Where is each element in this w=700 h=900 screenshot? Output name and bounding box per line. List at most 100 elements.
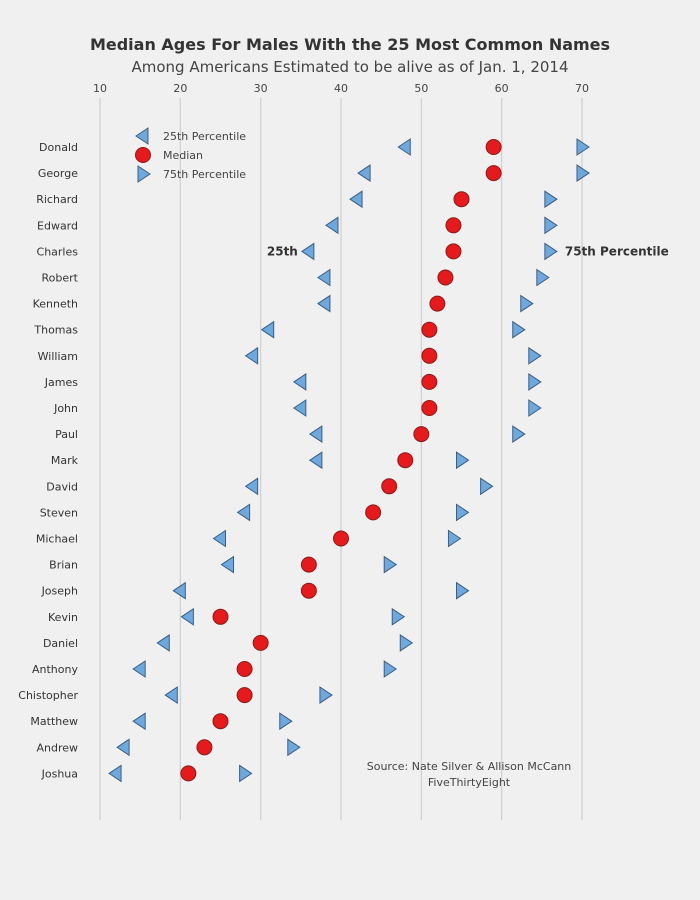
p75-marker-paul	[512, 425, 526, 444]
p25-marker-andrew	[116, 738, 130, 757]
category-label-matthew: Matthew	[30, 715, 78, 728]
p75-marker-john	[528, 399, 542, 417]
legend-median-label: Median	[163, 149, 203, 162]
median-marker-matthew	[212, 713, 229, 730]
category-label-daniel: Daniel	[43, 637, 78, 650]
category-label-steven: Steven	[40, 506, 78, 519]
p25-marker-joseph	[172, 581, 186, 600]
p75-marker-brian	[383, 555, 398, 574]
category-label-richard: Richard	[36, 193, 78, 206]
category-label-chistopher: Chistopher	[18, 689, 78, 702]
p25-marker-james	[292, 372, 307, 391]
median-marker-james	[421, 373, 438, 390]
chart-title: Median Ages For Males With the 25 Most C…	[90, 35, 610, 54]
data-marks	[108, 138, 590, 783]
category-label-kenneth: Kenneth	[33, 298, 78, 311]
annotations: 25th 75th Percentile	[267, 244, 669, 258]
p25-marker-john	[292, 399, 307, 417]
p25-marker-david	[244, 477, 259, 496]
p25-marker-edward	[325, 216, 339, 235]
category-label-james: James	[44, 376, 78, 389]
p75-marker-david	[480, 477, 494, 496]
median-marker-thomas	[421, 321, 438, 338]
x-tick-label-10: 10	[93, 82, 107, 95]
category-labels: Donald George Richard Edward Charles Robert Ke…	[18, 141, 78, 780]
chart-subtitle: Among Americans Estimated to be alive as…	[131, 58, 568, 76]
x-axis-ticks: 10 20 30 40 50 60 70	[93, 82, 589, 95]
p25-marker-joshua	[108, 764, 122, 783]
p25-marker-richard	[349, 190, 363, 209]
category-label-mark: Mark	[51, 454, 79, 467]
category-label-michael: Michael	[36, 533, 78, 546]
source-line-2: FiveThirtyEight	[428, 776, 511, 789]
median-marker-edward	[445, 217, 462, 234]
median-marker-charles	[445, 243, 462, 260]
median-marker-kenneth	[429, 295, 446, 312]
median-marker-daniel	[252, 634, 269, 651]
p75-marker-joshua	[239, 764, 253, 783]
p75-marker-joseph	[456, 581, 470, 600]
p75-marker-anthony	[383, 660, 398, 678]
p25-marker-george	[357, 164, 371, 183]
category-label-john: John	[53, 402, 78, 415]
median-marker-brian	[300, 556, 317, 573]
p25-marker-robert	[317, 268, 331, 287]
category-label-joshua: Joshua	[41, 767, 78, 780]
median-marker-steven	[365, 504, 382, 521]
category-label-robert: Robert	[42, 272, 79, 285]
p25-marker-brian	[220, 555, 235, 574]
p75-marker-daniel	[399, 633, 414, 652]
category-label-joseph: Joseph	[41, 585, 78, 598]
p25-marker-william	[244, 346, 259, 365]
median-marker-mark	[397, 452, 414, 469]
p25-marker-mark	[308, 451, 323, 470]
median-marker-donald	[485, 139, 502, 155]
p25-marker-kevin	[180, 607, 194, 626]
median-marker-george	[485, 165, 502, 182]
p75-marker-james	[528, 372, 542, 391]
legend-25th-percentile-symbol	[135, 127, 149, 145]
median-marker-chistopher	[236, 687, 253, 704]
category-label-andrew: Andrew	[36, 741, 78, 754]
x-tick-label-20: 20	[173, 82, 187, 95]
x-tick-label-30: 30	[254, 82, 268, 95]
x-tick-label-40: 40	[334, 82, 348, 95]
p75-marker-mark	[456, 451, 470, 470]
legend: 25th Percentile Median 75th Percentile	[135, 127, 246, 183]
x-tick-label-50: 50	[414, 82, 428, 95]
p25-marker-chistopher	[164, 686, 178, 705]
median-marker-anthony	[236, 661, 253, 677]
source-line-1: Source: Nate Silver & Allison McCann	[367, 760, 572, 773]
p75-marker-william	[528, 346, 542, 365]
x-tick-label-60: 60	[495, 82, 509, 95]
category-label-anthony: Anthony	[32, 663, 78, 676]
legend-75th-percentile-label: 75th Percentile	[163, 168, 246, 181]
p25-marker-kenneth	[317, 294, 331, 313]
p75-marker-edward	[544, 216, 558, 235]
legend-25th-percentile-label: 25th Percentile	[163, 130, 246, 143]
median-marker-kevin	[212, 608, 229, 625]
p25-marker-donald	[397, 138, 411, 156]
category-label-kevin: Kevin	[48, 611, 78, 624]
p75-marker-andrew	[287, 738, 301, 757]
p25-marker-matthew	[132, 712, 146, 731]
p75-marker-thomas	[512, 320, 526, 339]
p25-marker-michael	[212, 529, 226, 548]
annotation-75th-percentile: 75th Percentile	[565, 244, 669, 258]
median-marker-robert	[437, 269, 454, 286]
category-label-david: David	[46, 480, 78, 493]
category-label-brian: Brian	[49, 559, 78, 572]
median-marker-william	[421, 347, 438, 364]
median-marker-paul	[413, 426, 430, 443]
p75-marker-kenneth	[520, 294, 534, 313]
category-label-william: William	[38, 350, 78, 363]
legend-median-symbol	[135, 147, 151, 163]
p25-marker-anthony	[132, 660, 146, 678]
category-label-thomas: Thomas	[33, 324, 78, 337]
category-label-charles: Charles	[37, 245, 79, 258]
category-label-donald: Donald	[39, 141, 78, 154]
p25-marker-charles	[300, 242, 315, 261]
category-label-edward: Edward	[37, 219, 78, 232]
p75-marker-george	[576, 164, 590, 183]
